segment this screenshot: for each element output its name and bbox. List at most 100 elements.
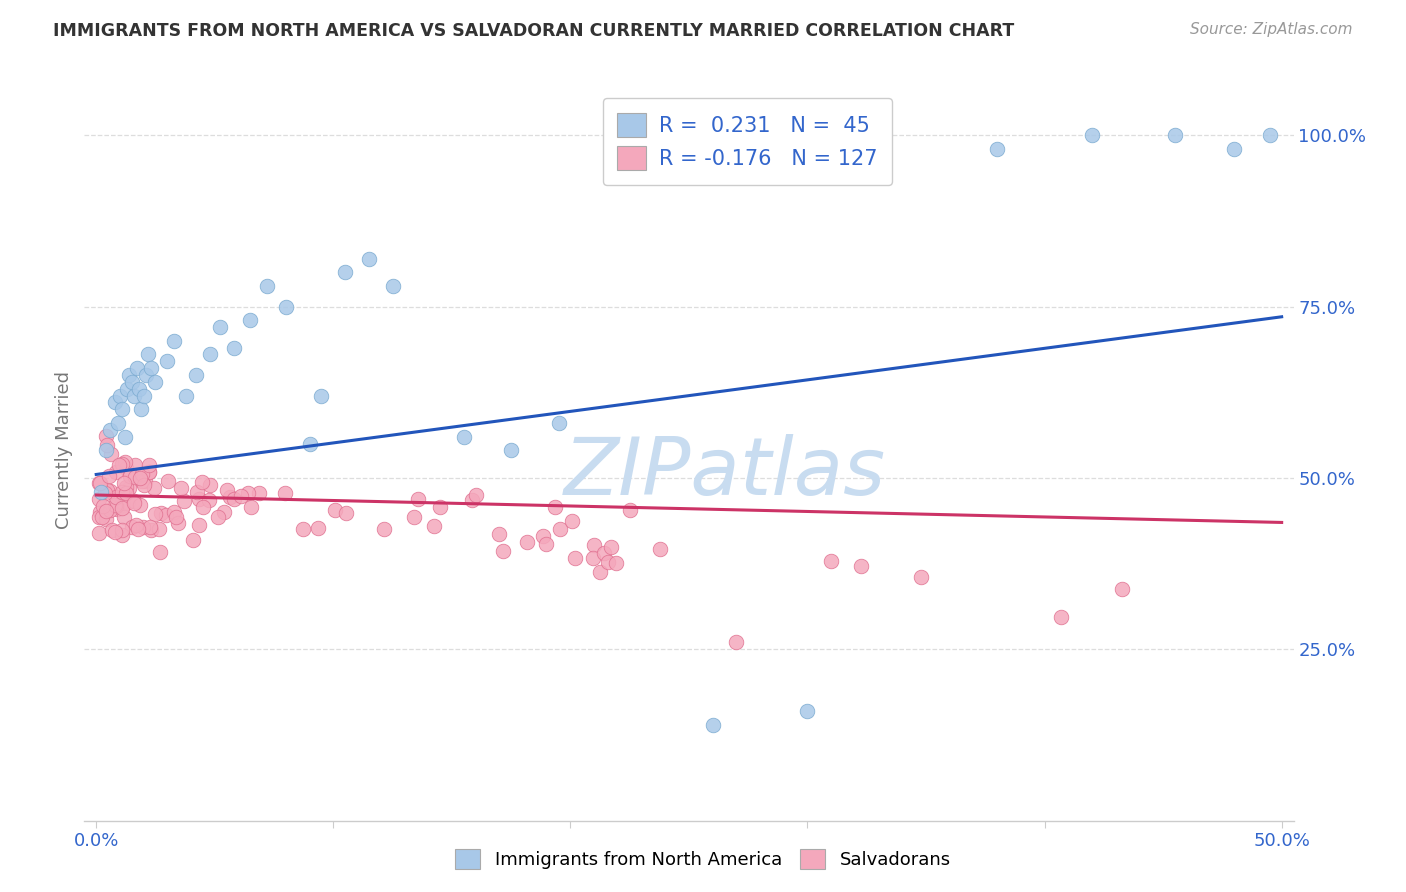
Point [291, 522, 314, 536]
Point [128, 522, 150, 536]
Point [239, 313, 262, 327]
Point [96, 438, 118, 452]
Point [121, 520, 143, 534]
Point [589, 565, 612, 579]
Point [100, 423, 122, 437]
Point [115, 480, 138, 494]
Point [648, 541, 671, 556]
Point [548, 522, 571, 536]
Point [142, 481, 165, 495]
Point [114, 455, 136, 469]
Point [132, 520, 155, 534]
Point [1164, 128, 1187, 142]
Point [129, 471, 152, 485]
Point [91, 509, 114, 524]
Point [111, 495, 134, 509]
Point [222, 341, 245, 355]
Point [98, 484, 121, 499]
Point [1081, 128, 1104, 142]
Point [986, 142, 1008, 156]
Point [90, 484, 112, 499]
Point [104, 524, 127, 539]
Point [373, 522, 395, 536]
Point [163, 334, 186, 348]
Point [134, 474, 156, 488]
Point [125, 361, 148, 376]
Point [98, 469, 121, 483]
Point [108, 458, 131, 472]
Point [381, 279, 404, 293]
Point [229, 489, 252, 503]
Point [111, 457, 134, 471]
Point [94, 443, 117, 458]
Point [583, 538, 606, 552]
Point [193, 500, 215, 515]
Point [105, 465, 128, 479]
Point [122, 389, 145, 403]
Point [149, 506, 172, 520]
Point [124, 458, 146, 472]
Point [132, 389, 155, 403]
Point [111, 528, 134, 542]
Point [89, 509, 111, 524]
Point [176, 389, 198, 403]
Point [357, 252, 380, 266]
Point [129, 402, 152, 417]
Point [107, 416, 129, 430]
Point [256, 279, 278, 293]
Point [131, 467, 153, 482]
Point [596, 555, 619, 569]
Point [910, 570, 932, 584]
Point [1258, 128, 1281, 142]
Point [145, 507, 167, 521]
Point [273, 486, 295, 500]
Point [181, 533, 204, 548]
Point [165, 510, 187, 524]
Point [725, 635, 748, 649]
Point [128, 382, 150, 396]
Point [516, 535, 538, 549]
Point [460, 493, 482, 508]
Text: Source: ZipAtlas.com: Source: ZipAtlas.com [1189, 22, 1353, 37]
Point [1223, 142, 1246, 156]
Point [89, 505, 111, 519]
Point [208, 320, 231, 334]
Point [335, 506, 357, 520]
Point [91, 500, 114, 514]
Point [186, 485, 208, 500]
Point [600, 540, 623, 554]
Text: IMMIGRANTS FROM NORTH AMERICA VS SALVADORAN CURRENTLY MARRIED CORRELATION CHART: IMMIGRANTS FROM NORTH AMERICA VS SALVADO… [53, 22, 1015, 40]
Point [114, 430, 136, 444]
Point [118, 481, 141, 495]
Point [139, 523, 162, 537]
Point [104, 490, 127, 504]
Point [138, 465, 160, 479]
Point [149, 545, 172, 559]
Point [111, 523, 134, 537]
Point [98, 503, 121, 517]
Point [101, 523, 124, 537]
Point [173, 494, 195, 508]
Point [111, 484, 134, 499]
Point [96, 483, 118, 497]
Point [163, 505, 186, 519]
Point [138, 465, 160, 479]
Point [111, 500, 134, 515]
Point [207, 509, 229, 524]
Point [219, 490, 242, 504]
Point [115, 382, 138, 396]
Point [849, 559, 872, 574]
Point [605, 556, 627, 570]
Point [129, 498, 152, 512]
Point [104, 395, 127, 409]
Point [87, 475, 110, 490]
Point [547, 416, 569, 430]
Point [298, 436, 321, 450]
Point [155, 508, 177, 522]
Point [429, 500, 451, 515]
Point [488, 527, 510, 541]
Point [423, 518, 446, 533]
Point [108, 389, 131, 403]
Point [111, 402, 134, 417]
Point [124, 470, 146, 484]
